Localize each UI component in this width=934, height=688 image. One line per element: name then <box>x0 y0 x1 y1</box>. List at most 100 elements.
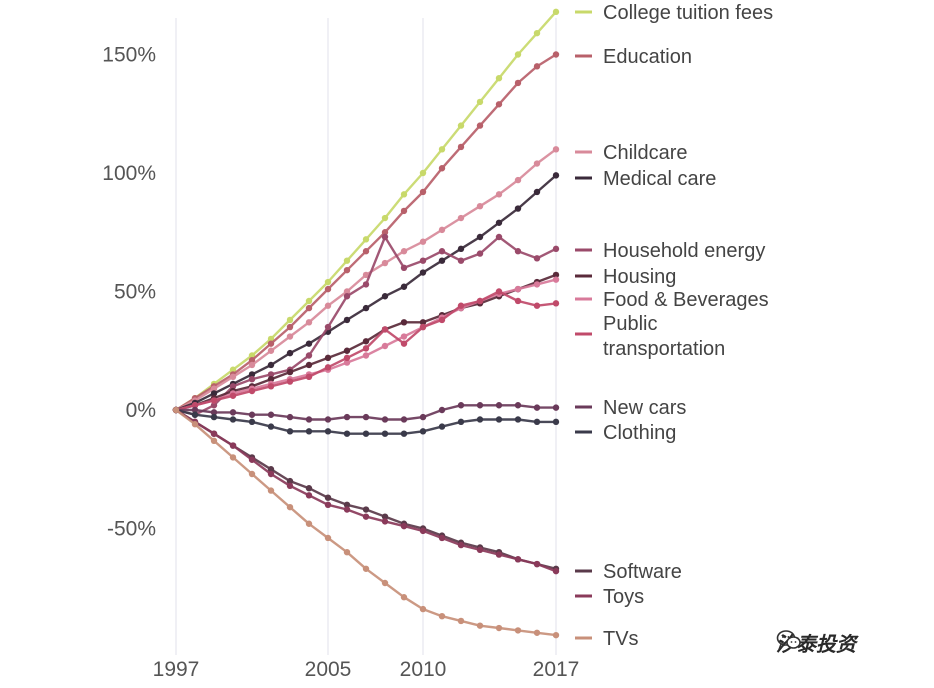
series-point <box>305 492 313 499</box>
series-point <box>324 285 332 293</box>
legend-label: Medical care <box>603 168 716 190</box>
series-point <box>362 565 370 572</box>
legend-label: Toys <box>603 586 644 608</box>
series-point <box>210 402 218 409</box>
series-point <box>343 413 351 421</box>
series-point <box>362 506 370 513</box>
series-point <box>210 430 218 437</box>
series-point <box>305 297 313 305</box>
y-tick-label: 100% <box>102 162 156 185</box>
series-point <box>248 387 256 395</box>
series-point <box>343 354 351 362</box>
legend-label: Education <box>603 46 692 68</box>
legend-label: transportation <box>603 338 725 360</box>
series-point <box>343 549 351 556</box>
series-point <box>381 430 389 437</box>
series-point <box>400 207 408 215</box>
series-point <box>419 527 427 535</box>
series-point <box>533 63 541 70</box>
series-point <box>267 375 275 383</box>
series-point <box>533 560 541 568</box>
series-point <box>267 335 275 343</box>
series-point <box>476 297 484 305</box>
series-point <box>476 202 484 210</box>
series-point <box>324 416 332 423</box>
legend-label: Food & Beverages <box>603 289 769 311</box>
x-tick-label: 2005 <box>305 658 352 681</box>
series-point <box>305 428 313 435</box>
series-point <box>552 8 560 16</box>
series-point <box>305 373 313 381</box>
series-point <box>362 271 370 279</box>
series-point <box>476 622 484 629</box>
series-point <box>267 383 275 390</box>
y-tick-label: -50% <box>107 518 156 541</box>
legend-label: TVs <box>603 628 639 650</box>
series-point <box>248 470 256 478</box>
series-point <box>210 397 218 404</box>
series-point <box>324 534 332 542</box>
series-point <box>248 411 256 418</box>
series-point <box>191 402 199 409</box>
series-point <box>191 411 199 418</box>
series-point <box>362 281 370 288</box>
series-point <box>476 402 484 409</box>
series-point <box>191 421 199 428</box>
series-point <box>191 406 199 414</box>
series-point <box>324 302 332 309</box>
series-point <box>419 605 427 613</box>
series-point <box>533 281 541 288</box>
series-point <box>457 541 465 549</box>
series-point <box>305 340 313 347</box>
series-point <box>381 416 389 423</box>
series-point <box>495 219 503 226</box>
series-point <box>362 430 370 437</box>
series-point <box>267 466 275 473</box>
series-point <box>552 51 560 58</box>
series-point <box>210 385 218 392</box>
series-point <box>438 165 446 172</box>
series-point <box>286 323 294 331</box>
series-point <box>305 485 313 492</box>
series-point <box>552 300 560 307</box>
series-point <box>324 501 332 508</box>
legend-label: Clothing <box>603 422 676 444</box>
series-point <box>248 456 256 463</box>
series-point <box>343 506 351 513</box>
series-point <box>305 416 313 423</box>
series-point <box>514 205 522 212</box>
x-tick-label: 1997 <box>153 658 200 681</box>
legend-label: College tuition fees <box>603 2 773 24</box>
series-point <box>457 245 465 253</box>
series-point <box>286 482 294 490</box>
series-point <box>552 172 560 179</box>
series-point <box>419 188 427 196</box>
series-point <box>533 160 541 167</box>
series-point <box>533 188 541 196</box>
series-point <box>552 276 560 283</box>
series-point <box>210 413 218 421</box>
series-point <box>476 250 484 257</box>
series-point <box>324 494 332 501</box>
series-point <box>229 454 237 461</box>
series-point <box>495 416 503 423</box>
legend-label: Software <box>603 561 682 583</box>
series-point <box>457 257 465 264</box>
series-point <box>229 392 237 399</box>
series-point <box>495 402 503 409</box>
series-point <box>438 534 446 542</box>
series-point <box>324 354 332 362</box>
series-point <box>305 319 313 326</box>
series-point <box>229 373 237 381</box>
series-point <box>267 347 275 354</box>
series-point <box>305 520 313 527</box>
series-point <box>286 378 294 385</box>
series-point <box>552 146 560 153</box>
series-point <box>419 257 427 264</box>
series-point <box>476 416 484 423</box>
legend-label: Housing <box>603 266 676 288</box>
series-point <box>381 214 389 222</box>
y-tick-label: 50% <box>114 281 156 304</box>
series-point <box>210 409 218 416</box>
series-point <box>514 176 522 184</box>
